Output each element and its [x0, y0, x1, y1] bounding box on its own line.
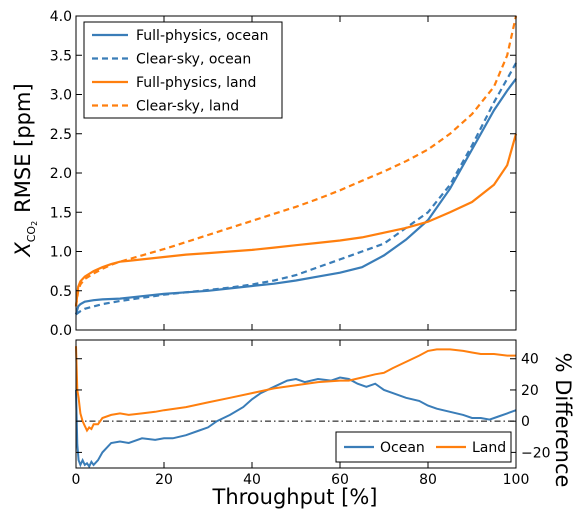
ylabel-subsub: 2: [30, 221, 39, 226]
difference-xtick-label: 80: [419, 472, 437, 488]
difference-y-axis-label: % Difference: [551, 353, 575, 488]
rmse-ytick-label: 1.0: [50, 245, 72, 261]
rmse-series-line-2: [74, 133, 518, 307]
rmse-ticks: 0.0 0.5 1.0 1.5 2.0 2.5 3.0 3.5 4.0: [50, 9, 517, 339]
difference-xtick-label: 60: [331, 472, 349, 488]
difference-series-line-1: [75, 346, 516, 433]
ylabel-text: RMSE [ppm]: [11, 83, 35, 213]
ylabel-symbol: X: [11, 242, 35, 258]
difference-legend-label: Ocean: [380, 440, 425, 456]
rmse-ytick-label: 2.0: [50, 166, 72, 182]
x-axis-label: Throughput [%]: [212, 485, 378, 509]
difference-panel: 0 20 40 60 80 100 −20 0 20 40 % Difference Throug…: [72, 339, 575, 509]
difference-series-group: [75, 346, 517, 469]
difference-xtick-label: 40: [243, 472, 261, 488]
difference-ytick-label: −20: [521, 445, 551, 461]
difference-legend: Ocean Land: [335, 431, 512, 463]
difference-xtick-label: 20: [155, 472, 173, 488]
rmse-legend: Full-physics, ocean Clear-sky, ocean Full-…: [83, 21, 283, 119]
difference-ytick-label: 0: [521, 414, 530, 430]
rmse-ytick-label: 0.5: [50, 284, 72, 300]
rmse-legend-label: Clear-sky, land: [136, 99, 239, 115]
rmse-series-line-1: [75, 62, 517, 316]
rmse-ytick-label: 3.0: [50, 88, 72, 104]
rmse-series-group: [74, 15, 518, 316]
difference-axes-frame: [75, 339, 517, 469]
difference-legend-label: Land: [472, 440, 506, 456]
rmse-ytick-label: 3.5: [50, 48, 72, 64]
rmse-legend-label: Full-physics, ocean: [136, 28, 268, 44]
rmse-y-axis-label: XCO2 RMSE [ppm]: [11, 83, 39, 257]
rmse-panel: 0.0 0.5 1.0 1.5 2.0 2.5 3.0 3.5 4.0 XCO2 RMSE [pp…: [11, 9, 518, 339]
rmse-series-line-0: [74, 78, 517, 315]
rmse-ytick-label: 4.0: [50, 9, 72, 25]
svg-text:XCO2RMSE [ppm]: XCO2 RMSE [ppm]: [11, 83, 39, 257]
rmse-ytick-label: 0.0: [50, 323, 72, 339]
rmse-legend-box: [83, 21, 283, 119]
rmse-legend-label: Clear-sky, ocean: [136, 52, 251, 68]
rmse-ytick-label: 2.5: [50, 127, 72, 143]
difference-xtick-label: 100: [503, 472, 530, 488]
rmse-ytick-label: 1.5: [50, 205, 72, 221]
difference-series-line-0: [75, 376, 517, 469]
difference-ytick-label: 20: [521, 383, 539, 399]
difference-xtick-label: 0: [72, 472, 81, 488]
rmse-series-line-3: [74, 15, 518, 307]
difference-ytick-label: 40: [521, 352, 539, 368]
difference-ticks: 0 20 40 60 80 100 −20 0 20 40: [72, 340, 551, 488]
ylabel-subscript: CO: [25, 226, 38, 243]
rmse-legend-label: Full-physics, land: [136, 75, 256, 91]
